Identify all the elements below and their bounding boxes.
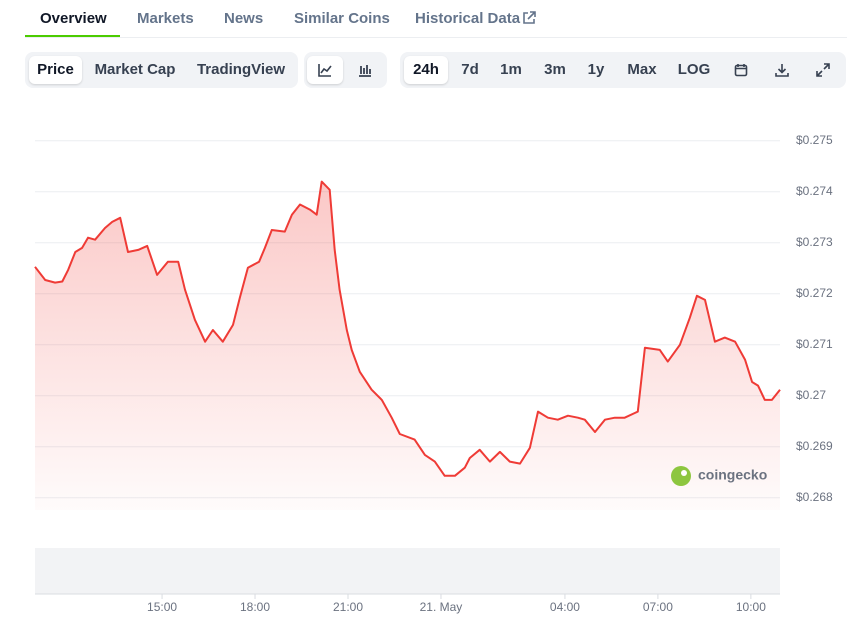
x-tick-label: 18:00	[240, 600, 270, 614]
view-button[interactable]: TradingView	[196, 61, 286, 78]
watermark-text: coingecko	[698, 467, 767, 483]
y-tick-label: $0.275	[796, 133, 833, 147]
x-tick-label: 21:00	[333, 600, 363, 614]
x-tick-label: 15:00	[147, 600, 177, 614]
y-tick-label: $0.271	[796, 337, 833, 351]
fullscreen-button[interactable]	[808, 56, 838, 84]
log-button[interactable]: LOG	[677, 61, 711, 78]
expand-icon	[816, 63, 830, 77]
tab-underline	[25, 35, 120, 38]
range-button[interactable]: 7d	[461, 61, 479, 78]
y-tick-label: $0.272	[796, 286, 833, 300]
line-icon	[318, 64, 332, 77]
tab[interactable]: Overview	[40, 10, 107, 27]
volume-band	[35, 548, 780, 594]
y-tick-label: $0.268	[796, 490, 833, 504]
view-button[interactable]: Market Cap	[94, 61, 176, 78]
external-link-icon	[523, 11, 536, 24]
y-tick-label: $0.27	[796, 388, 826, 402]
x-tick-label: 10:00	[736, 600, 766, 614]
tab[interactable]: Markets	[137, 10, 194, 27]
area-fill	[35, 181, 780, 510]
tab[interactable]: News	[224, 10, 264, 27]
tab[interactable]: Similar Coins	[294, 10, 390, 27]
line-chart-button[interactable]	[307, 56, 343, 84]
calendar-button[interactable]	[726, 56, 756, 84]
range-group	[400, 52, 846, 88]
tab-divider	[25, 37, 847, 38]
y-tick-label: $0.269	[796, 439, 833, 453]
x-tick-label: 07:00	[643, 600, 673, 614]
download-button[interactable]	[767, 56, 797, 84]
watermark: coingecko	[671, 466, 767, 486]
candle-chart-button[interactable]	[347, 56, 383, 84]
download-icon	[775, 64, 789, 77]
candle-icon	[359, 65, 371, 77]
y-tick-label: $0.273	[796, 235, 833, 249]
x-tick-label: 21. May	[420, 600, 463, 614]
tab[interactable]: Historical Data	[415, 10, 521, 27]
range-button[interactable]: 1y	[587, 61, 605, 78]
range-button[interactable]: 1m	[500, 61, 522, 78]
price-line	[34, 180, 781, 477]
y-tick-label: $0.274	[796, 184, 833, 198]
range-button[interactable]: Max	[627, 61, 657, 78]
view-button[interactable]: Price	[29, 56, 82, 84]
range-button[interactable]: 3m	[544, 61, 566, 78]
x-tick-label: 04:00	[550, 600, 580, 614]
range-button[interactable]: 24h	[404, 56, 448, 84]
calendar-icon	[734, 64, 748, 77]
